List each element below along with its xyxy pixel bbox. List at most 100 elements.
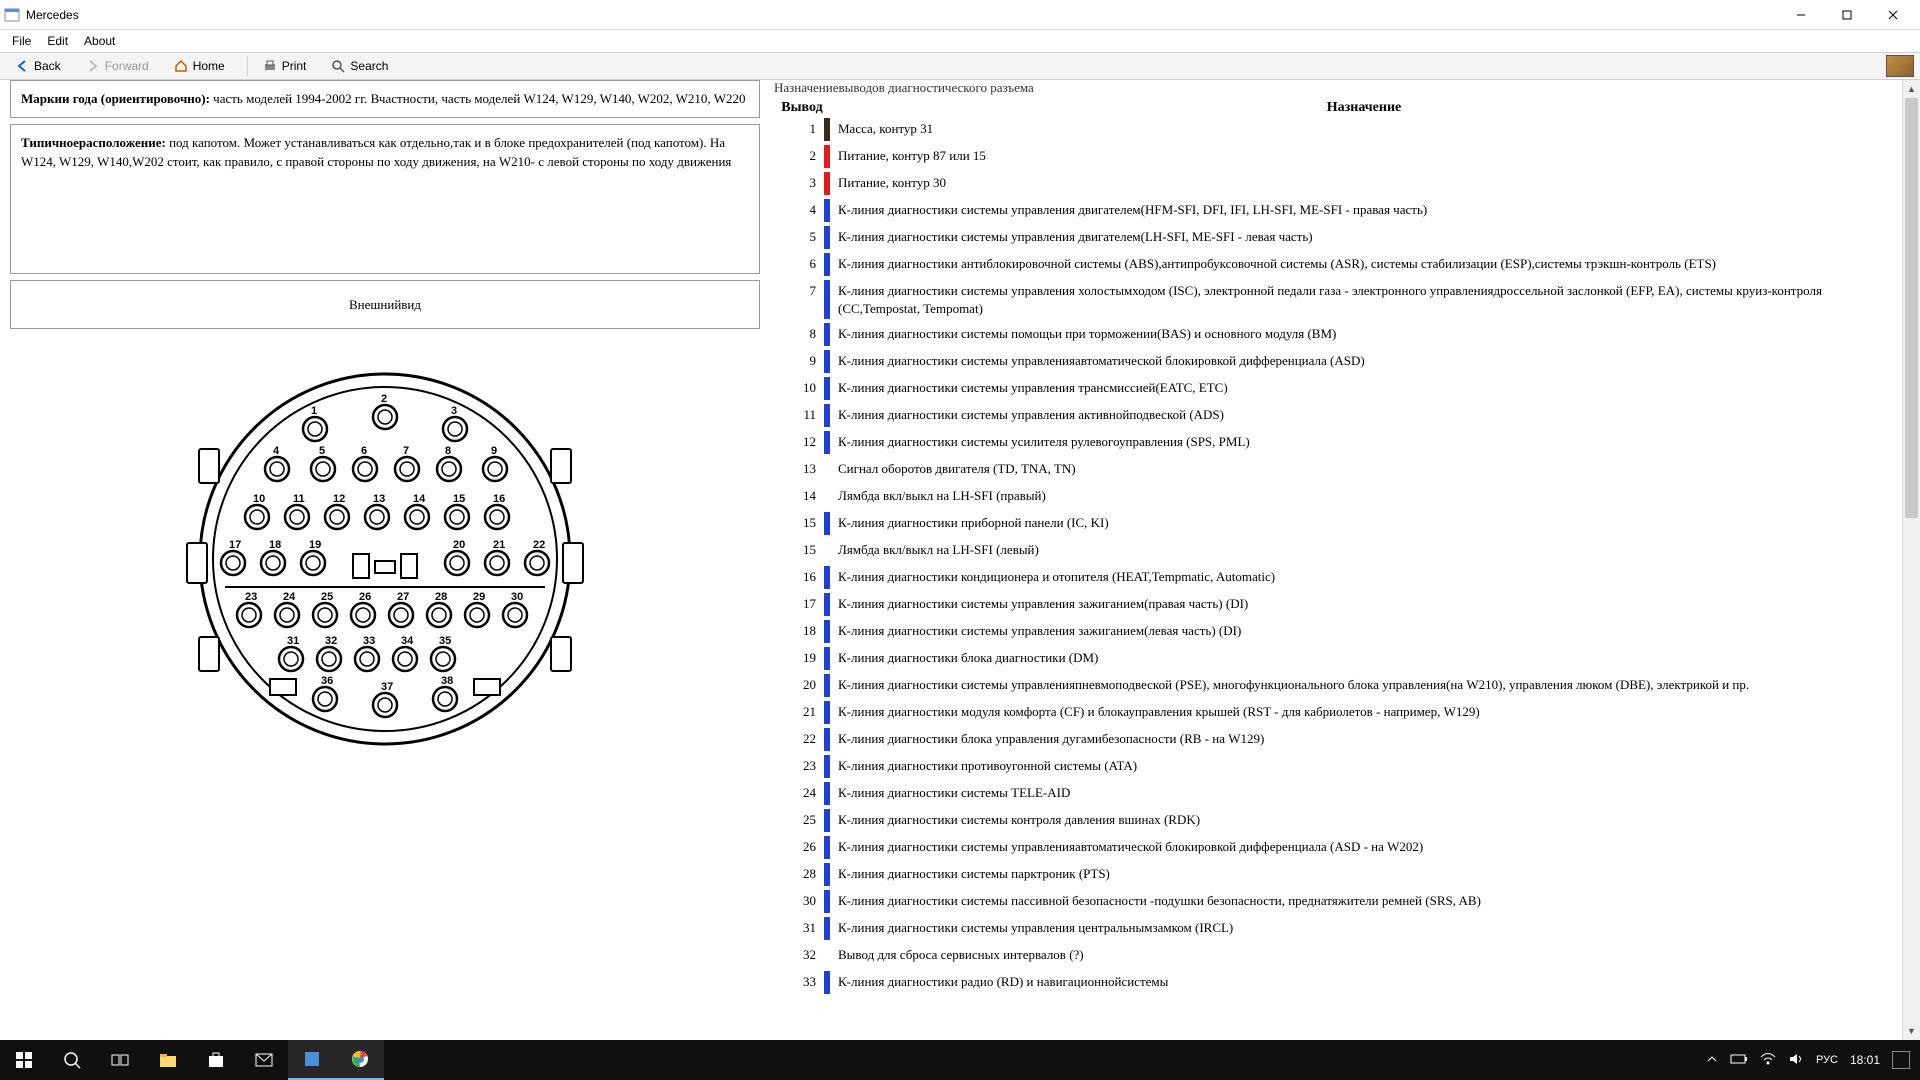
svg-text:33: 33 — [363, 635, 375, 647]
task-view-button[interactable] — [96, 1040, 144, 1080]
vertical-scrollbar[interactable]: ▲ ▼ — [1902, 80, 1920, 1040]
taskbar-chrome[interactable] — [336, 1040, 384, 1080]
svg-text:30: 30 — [511, 591, 523, 603]
forward-button[interactable]: Forward — [77, 56, 157, 76]
table-row: 23К-линия диагностики противоугонной сис… — [774, 753, 1898, 780]
color-bar — [824, 172, 830, 195]
pin-description: Сигнал оборотов двигателя (TD, TNA, TN) — [836, 456, 1898, 483]
svg-text:24: 24 — [283, 591, 296, 603]
table-caption: Назначениевыводов диагностического разъе… — [774, 80, 1898, 96]
tray-battery-icon[interactable] — [1730, 1053, 1748, 1068]
svg-text:3: 3 — [451, 405, 457, 417]
table-row: 19К-линия диагностики блока диагностики … — [774, 645, 1898, 672]
color-bar — [824, 512, 830, 535]
svg-text:23: 23 — [245, 591, 257, 603]
table-row: 16К-линия диагностики кондиционера и ото… — [774, 564, 1898, 591]
pin-description: К-линия диагностики системы парктроник (… — [836, 861, 1898, 888]
svg-text:28: 28 — [435, 591, 447, 603]
pin-description: К-линия диагностики системы управления з… — [836, 618, 1898, 645]
tray-chevron-icon[interactable] — [1706, 1053, 1718, 1068]
tray-volume-icon[interactable] — [1788, 1052, 1804, 1069]
table-row: 17К-линия диагностики системы управления… — [774, 591, 1898, 618]
pin-number: 31 — [774, 915, 822, 942]
table-row: 8К-линия диагностики системы помощьи при… — [774, 321, 1898, 348]
color-bar — [824, 620, 830, 643]
pin-description: К-линия диагностики системы контроля дав… — [836, 807, 1898, 834]
color-bar — [824, 863, 830, 886]
home-button[interactable]: Home — [165, 56, 233, 76]
taskbar-explorer[interactable] — [144, 1040, 192, 1080]
connector-diagram: 1234567891011121314151617181920212223242… — [10, 359, 760, 759]
pin-description: К-линия диагностики системы помощьи при … — [836, 321, 1898, 348]
taskbar-mail[interactable] — [240, 1040, 288, 1080]
arrow-right-icon — [85, 58, 101, 74]
pin-number: 18 — [774, 618, 822, 645]
table-row: 21К-линия диагностики модуля комфорта (C… — [774, 699, 1898, 726]
pin-number: 32 — [774, 942, 822, 969]
menu-edit[interactable]: Edit — [39, 32, 76, 50]
svg-text:38: 38 — [441, 675, 453, 687]
svg-text:15: 15 — [453, 493, 465, 505]
pin-number: 9 — [774, 348, 822, 375]
color-bar — [824, 404, 830, 427]
home-label: Home — [193, 59, 225, 73]
color-bar — [824, 199, 830, 222]
taskbar-store[interactable] — [192, 1040, 240, 1080]
scroll-down-arrow[interactable]: ▼ — [1903, 1022, 1920, 1040]
pin-number: 17 — [774, 591, 822, 618]
color-bar — [824, 566, 830, 589]
pin-description: К-линия диагностики системы управления ц… — [836, 915, 1898, 942]
pin-description: К-линия диагностики системы управления х… — [836, 278, 1898, 321]
menu-file[interactable]: File — [4, 32, 39, 50]
pin-description: К-линия диагностики радио (RD) и навигац… — [836, 969, 1898, 996]
table-row: 28К-линия диагностики системы парктроник… — [774, 861, 1898, 888]
arrow-left-icon — [14, 58, 30, 74]
table-row: 15К-линия диагностики приборной панели (… — [774, 510, 1898, 537]
pin-description: К-линия диагностики системы управления т… — [836, 375, 1898, 402]
close-button[interactable] — [1870, 0, 1916, 30]
tray-wifi-icon[interactable] — [1760, 1052, 1776, 1069]
svg-text:20: 20 — [453, 539, 465, 551]
pin-number: 7 — [774, 278, 822, 321]
svg-text:4: 4 — [273, 445, 280, 457]
menu-about[interactable]: About — [76, 32, 123, 50]
svg-text:17: 17 — [229, 539, 241, 551]
view-title: Внешнийвид — [349, 297, 421, 312]
svg-text:18: 18 — [269, 539, 281, 551]
start-button[interactable] — [0, 1040, 48, 1080]
pin-number: 20 — [774, 672, 822, 699]
pin-description: К-линия диагностики кондиционера и отопи… — [836, 564, 1898, 591]
search-button[interactable]: Search — [322, 56, 396, 76]
maximize-button[interactable] — [1824, 0, 1870, 30]
color-bar — [824, 755, 830, 778]
pin-description: К-линия диагностики системы управления д… — [836, 224, 1898, 251]
year-box: Маркии года (ориентировочно): часть моде… — [10, 80, 760, 118]
table-row: 13Сигнал оборотов двигателя (TD, TNA, TN… — [774, 456, 1898, 483]
minimize-button[interactable] — [1778, 0, 1824, 30]
table-row: 18 К-линия диагностики системы управления… — [774, 618, 1898, 645]
pin-description: К-линия диагностики системы управленияпн… — [836, 672, 1898, 699]
table-row: 10К-линия диагностики системы управления… — [774, 375, 1898, 402]
taskbar-app-active[interactable] — [288, 1040, 336, 1080]
tray-language[interactable]: РУС — [1816, 1054, 1838, 1066]
scroll-up-arrow[interactable]: ▲ — [1903, 80, 1920, 98]
print-button[interactable]: Print — [254, 56, 315, 76]
taskbar-search[interactable] — [48, 1040, 96, 1080]
pin-description: Вывод для сброса сервисных интервалов (?… — [836, 942, 1898, 969]
pin-number: 3 — [774, 170, 822, 197]
pin-number: 22 — [774, 726, 822, 753]
back-button[interactable]: Back — [6, 56, 69, 76]
pin-number: 23 — [774, 753, 822, 780]
system-tray: РУС 18:01 — [1700, 1051, 1920, 1069]
table-row: 20 К-линия диагностики системы управления… — [774, 672, 1898, 699]
scroll-thumb[interactable] — [1905, 98, 1918, 518]
pin-number: 14 — [774, 483, 822, 510]
tray-notifications[interactable] — [1892, 1051, 1910, 1069]
view-title-box: Внешнийвид — [10, 280, 760, 330]
content-area: Маркии года (ориентировочно): часть моде… — [0, 80, 1902, 1040]
table-row: 25К-линия диагностики системы контроля д… — [774, 807, 1898, 834]
tray-clock[interactable]: 18:01 — [1850, 1053, 1880, 1067]
table-row: 22К-линия диагностики блока управления д… — [774, 726, 1898, 753]
forward-label: Forward — [105, 59, 149, 73]
pin-description: К-линия диагностики системы пассивной бе… — [836, 888, 1898, 915]
